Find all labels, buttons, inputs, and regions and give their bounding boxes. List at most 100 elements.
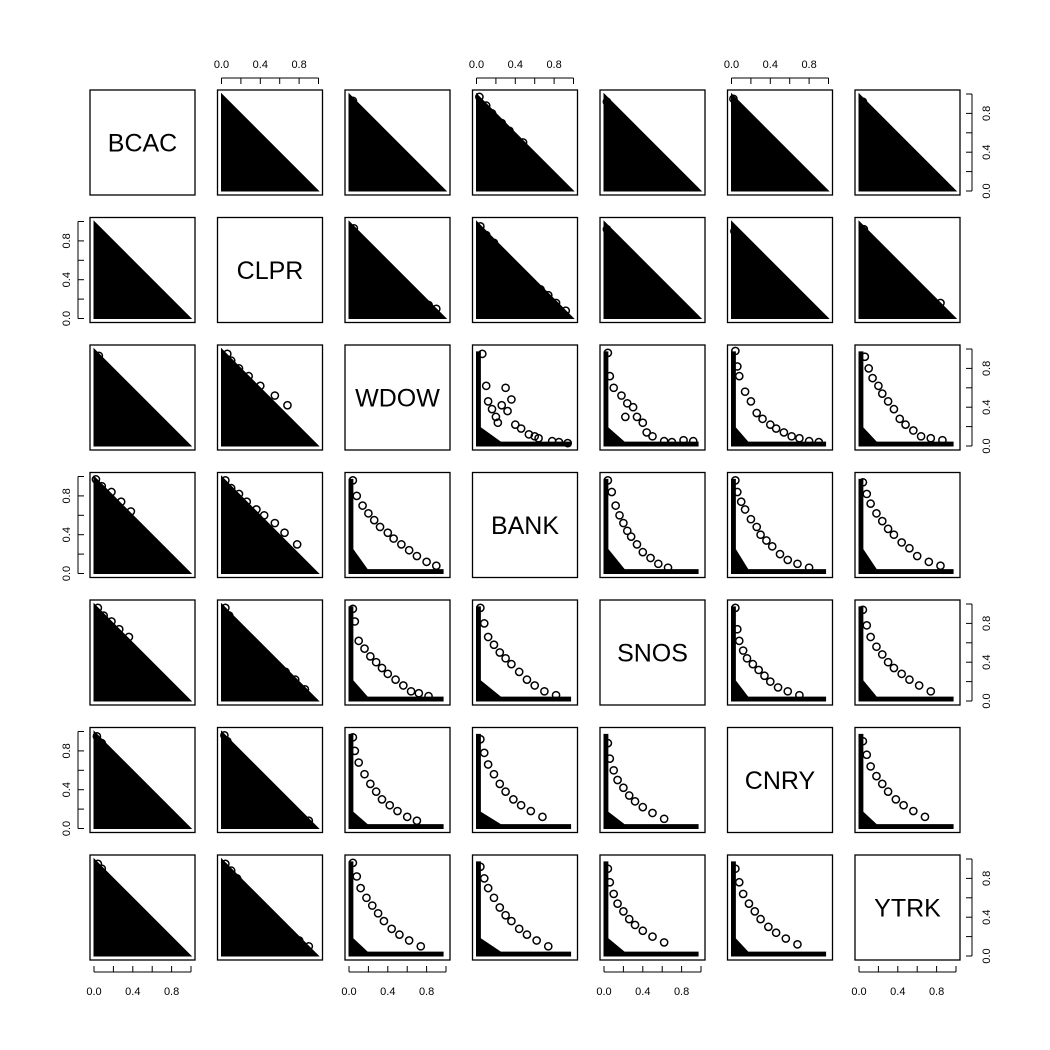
data-point <box>740 505 750 514</box>
data-region <box>221 730 320 829</box>
data-point <box>767 541 777 551</box>
data-point <box>742 250 752 259</box>
data-point <box>116 497 126 507</box>
data-point <box>628 126 638 136</box>
data-point <box>507 395 516 404</box>
data-point <box>734 371 744 381</box>
data-point <box>424 300 433 310</box>
data-point <box>422 557 431 567</box>
data-point <box>858 736 868 746</box>
tick-label: 0.8 <box>291 59 306 71</box>
panel-YTRK-vs-YTRK: YTRK <box>854 854 961 961</box>
data-point <box>754 665 764 675</box>
panel-frame <box>854 854 961 961</box>
data-point <box>730 226 739 236</box>
panel-BANK-vs-SNOS <box>471 599 579 706</box>
data-point <box>609 383 619 393</box>
tick-label: 0.0 <box>981 438 993 453</box>
data-point <box>864 232 874 242</box>
data-point <box>744 899 754 908</box>
data-point <box>487 109 497 118</box>
data-point <box>862 489 872 499</box>
data-point <box>304 816 314 826</box>
data-point <box>866 499 875 509</box>
data-point <box>124 632 134 642</box>
data-point <box>688 436 698 446</box>
variable-label-CNRY: CNRY <box>745 767 816 795</box>
data-point <box>734 147 744 157</box>
data-point <box>638 802 648 812</box>
data-point <box>242 497 252 507</box>
data-point <box>866 632 875 642</box>
panel-frame <box>471 89 579 196</box>
data-point <box>773 683 783 692</box>
data-point <box>362 893 371 903</box>
panel-frame <box>726 599 834 706</box>
data-point <box>897 669 907 679</box>
panel-frame <box>344 471 451 579</box>
data-point <box>265 653 275 663</box>
data-point <box>232 750 242 760</box>
data-point <box>607 232 617 242</box>
panel-frame <box>216 344 324 451</box>
data-point <box>752 408 762 418</box>
data-point <box>524 430 534 439</box>
data-point <box>283 400 292 410</box>
data-point <box>783 288 793 298</box>
panel-BCAC-vs-BCAC: BCAC <box>89 89 196 196</box>
data-point <box>916 431 926 441</box>
data-point <box>501 910 510 920</box>
data-point <box>101 872 110 881</box>
variable-label-CLPR: CLPR <box>237 257 304 285</box>
data-point <box>793 559 802 569</box>
data-point <box>897 271 907 281</box>
data-point <box>731 864 740 874</box>
panel-SNOS-vs-SNOS: SNOS <box>599 599 706 706</box>
right-axis-SNOS: 0.0 0.4 0.8 <box>966 603 993 709</box>
data-point <box>758 414 767 424</box>
data-point <box>883 787 893 796</box>
data-point <box>118 891 128 901</box>
data-point <box>872 642 881 652</box>
data-point <box>304 941 314 951</box>
data-point <box>648 808 657 818</box>
data-point <box>105 903 114 912</box>
data-region <box>731 220 830 319</box>
panel-frame <box>726 726 834 834</box>
data-point <box>226 866 236 875</box>
data-point <box>373 260 383 270</box>
panel-BCAC-vs-WDOW <box>89 344 196 451</box>
panel-frame <box>344 89 451 196</box>
panel-frame <box>471 471 579 579</box>
data-point <box>540 686 549 696</box>
panel-CNRY-vs-YTRK <box>726 854 834 961</box>
data-point <box>397 540 406 549</box>
data-point <box>294 810 304 820</box>
data-point <box>609 136 619 145</box>
panel-frame <box>854 471 961 579</box>
tick-label: 0.4 <box>635 986 650 998</box>
data-point <box>221 859 230 869</box>
panel-YTRK-vs-CLPR <box>854 216 961 324</box>
tick-label: 0.4 <box>508 59 523 71</box>
data-point <box>619 783 628 793</box>
data-point <box>348 604 358 614</box>
tick-label: 0.4 <box>890 986 905 998</box>
data-point <box>617 391 626 400</box>
data-point <box>536 285 545 294</box>
data-point <box>607 487 617 497</box>
data-point <box>762 536 771 545</box>
data-point <box>895 414 905 424</box>
data-point <box>787 431 796 441</box>
data-point <box>626 532 636 541</box>
data-point <box>406 686 416 696</box>
data-point <box>814 437 824 447</box>
data-point <box>222 736 232 746</box>
data-point <box>300 685 310 694</box>
bottom-axis-WDOW: 0.0 0.4 0.8 <box>341 966 447 998</box>
data-region <box>348 92 448 192</box>
data-point <box>261 781 271 791</box>
data-point <box>756 530 765 540</box>
data-point <box>605 143 615 153</box>
left-axis-BANK: 0.0 0.4 0.8 <box>61 476 84 581</box>
